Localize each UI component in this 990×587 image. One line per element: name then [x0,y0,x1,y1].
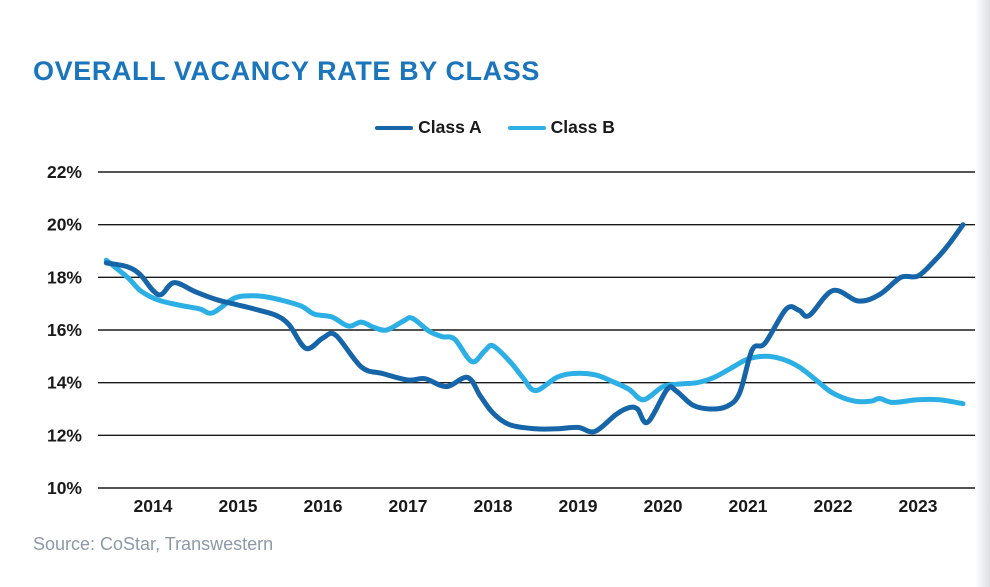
series-line-class-a [103,222,966,435]
x-tick-label: 2014 [134,496,173,516]
x-tick-label: 2022 [814,496,853,516]
x-tick-label: 2017 [389,496,428,516]
y-tick-label: 20% [47,215,82,235]
legend-label-class-a: Class A [418,117,482,137]
x-tick-label: 2023 [899,496,938,516]
x-tick-label: 2020 [644,496,683,516]
x-tick-label: 2019 [559,496,598,516]
source-attribution: Source: CoStar, Transwestern [33,534,274,554]
y-tick-label: 10% [47,478,82,498]
x-tick-label: 2021 [729,496,768,516]
x-tick-label: 2016 [304,496,343,516]
legend-item-class-b: Class B [507,117,615,138]
class-a-line-swatch [375,125,414,130]
y-tick-label: 18% [47,267,82,287]
chart-title: OVERALL VACANCY RATE BY CLASS [33,56,540,86]
x-tick-label: 2018 [474,496,513,516]
series-line-class-b [103,257,966,407]
y-tick-label: 22% [47,162,82,182]
y-tick-label: 12% [47,425,82,445]
legend: Class A Class B [0,117,990,138]
x-tick-label: 2015 [219,496,258,516]
y-tick-label: 14% [47,373,82,393]
class-b-line-swatch [507,125,546,130]
y-tick-label: 16% [47,320,82,340]
legend-item-class-a: Class A [375,117,482,138]
legend-label-class-b: Class B [550,117,615,137]
